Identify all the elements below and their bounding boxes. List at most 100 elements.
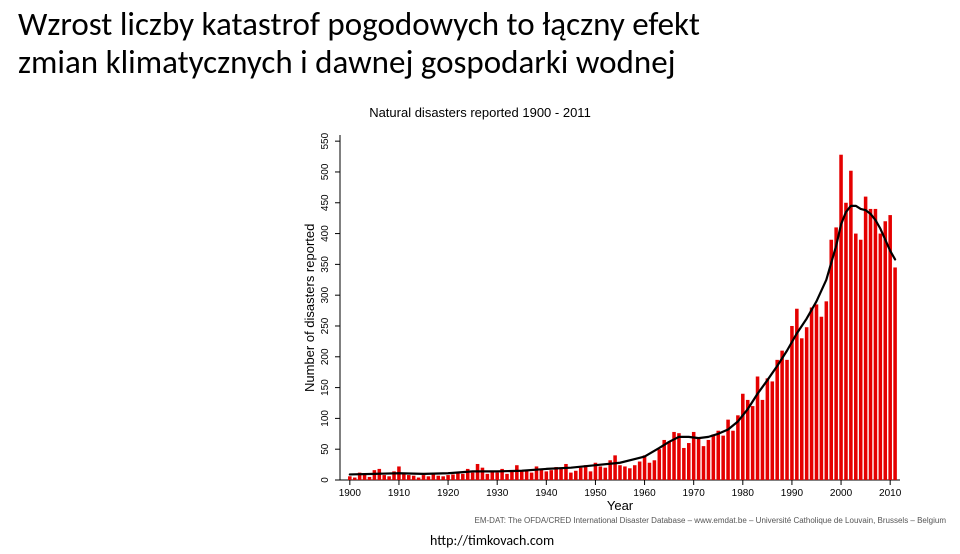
- bar: [427, 476, 431, 480]
- bar: [486, 474, 490, 480]
- bar: [446, 475, 450, 480]
- bar: [829, 240, 833, 480]
- bar: [775, 360, 779, 480]
- bar: [348, 476, 352, 480]
- bar: [569, 473, 573, 480]
- bar: [879, 234, 883, 480]
- bar: [761, 400, 765, 480]
- footer-link[interactable]: http://timkovach.com: [430, 532, 554, 549]
- bar: [353, 478, 357, 480]
- x-tick-label: 1920: [437, 488, 460, 499]
- x-tick-label: 1990: [781, 488, 804, 499]
- bar: [692, 432, 696, 480]
- bar: [869, 209, 873, 480]
- bar: [491, 472, 495, 480]
- bar: [751, 406, 755, 480]
- bar: [667, 442, 671, 480]
- bar: [790, 326, 794, 480]
- x-tick-label: 1910: [388, 488, 411, 499]
- y-tick-label: 550: [320, 132, 331, 149]
- bar: [653, 460, 657, 480]
- bar: [815, 304, 819, 480]
- bar: [623, 466, 627, 480]
- bar: [702, 446, 706, 480]
- bar: [874, 209, 878, 480]
- y-tick-label: 150: [320, 379, 331, 396]
- bar: [540, 469, 544, 480]
- bar: [697, 438, 701, 480]
- bar: [658, 449, 662, 480]
- bar: [805, 327, 809, 480]
- bar: [731, 431, 735, 480]
- bar: [618, 465, 622, 480]
- y-tick-label: 100: [320, 410, 331, 427]
- bar: [505, 474, 509, 480]
- x-tick-label: 1980: [732, 488, 755, 499]
- bar: [417, 478, 421, 480]
- bar: [716, 431, 720, 480]
- bar: [436, 476, 440, 480]
- y-tick-label: 450: [320, 194, 331, 211]
- bar: [574, 471, 578, 480]
- bar: [643, 455, 647, 480]
- bar: [628, 468, 632, 480]
- bar: [854, 234, 858, 480]
- y-tick-label: 250: [320, 317, 331, 334]
- x-tick-label: 1930: [486, 488, 509, 499]
- bar: [785, 360, 789, 480]
- bar: [721, 436, 725, 480]
- bar: [810, 308, 814, 481]
- bar: [682, 448, 686, 480]
- bar: [771, 381, 775, 480]
- bar: [839, 155, 843, 480]
- y-tick-label: 50: [320, 443, 331, 455]
- bar: [883, 221, 887, 480]
- bar: [638, 462, 642, 480]
- bar: [579, 468, 583, 480]
- bar: [736, 415, 740, 480]
- bar: [864, 197, 868, 480]
- bar: [589, 471, 593, 480]
- bar: [825, 301, 829, 480]
- x-tick-label: 2000: [830, 488, 853, 499]
- bar: [549, 470, 553, 480]
- bar: [515, 465, 519, 480]
- data-credit: EM-DAT: The OFDA/CRED International Disa…: [475, 516, 946, 525]
- bar: [564, 464, 568, 480]
- bar: [481, 468, 485, 480]
- x-tick-label: 1900: [339, 488, 362, 499]
- bar: [432, 474, 436, 480]
- bar: [800, 338, 804, 480]
- x-tick-label: 1970: [683, 488, 706, 499]
- bar: [603, 468, 607, 480]
- bar: [584, 465, 588, 480]
- bar: [373, 470, 377, 480]
- bar: [422, 475, 426, 480]
- bar: [545, 471, 549, 480]
- chart-svg: 0501001502002503003504004505005501900191…: [0, 0, 960, 554]
- bar: [510, 471, 514, 480]
- bar: [849, 171, 853, 480]
- bar: [382, 475, 386, 480]
- bar: [707, 440, 711, 480]
- bar: [520, 471, 524, 480]
- bar: [780, 351, 784, 480]
- bar: [599, 466, 603, 480]
- bar: [859, 240, 863, 480]
- x-tick-label: 1940: [535, 488, 558, 499]
- bar: [712, 434, 716, 480]
- x-tick-label: 1950: [584, 488, 607, 499]
- bar: [407, 475, 411, 480]
- bar: [412, 476, 416, 480]
- bar: [834, 227, 838, 480]
- bar: [456, 473, 460, 480]
- bar: [687, 443, 691, 480]
- bar: [441, 476, 445, 480]
- bar: [741, 394, 745, 480]
- y-tick-label: 400: [320, 225, 331, 242]
- bar: [461, 474, 465, 480]
- bar: [648, 463, 652, 480]
- bar: [559, 469, 563, 480]
- bar: [495, 473, 499, 480]
- y-tick-label: 350: [320, 256, 331, 273]
